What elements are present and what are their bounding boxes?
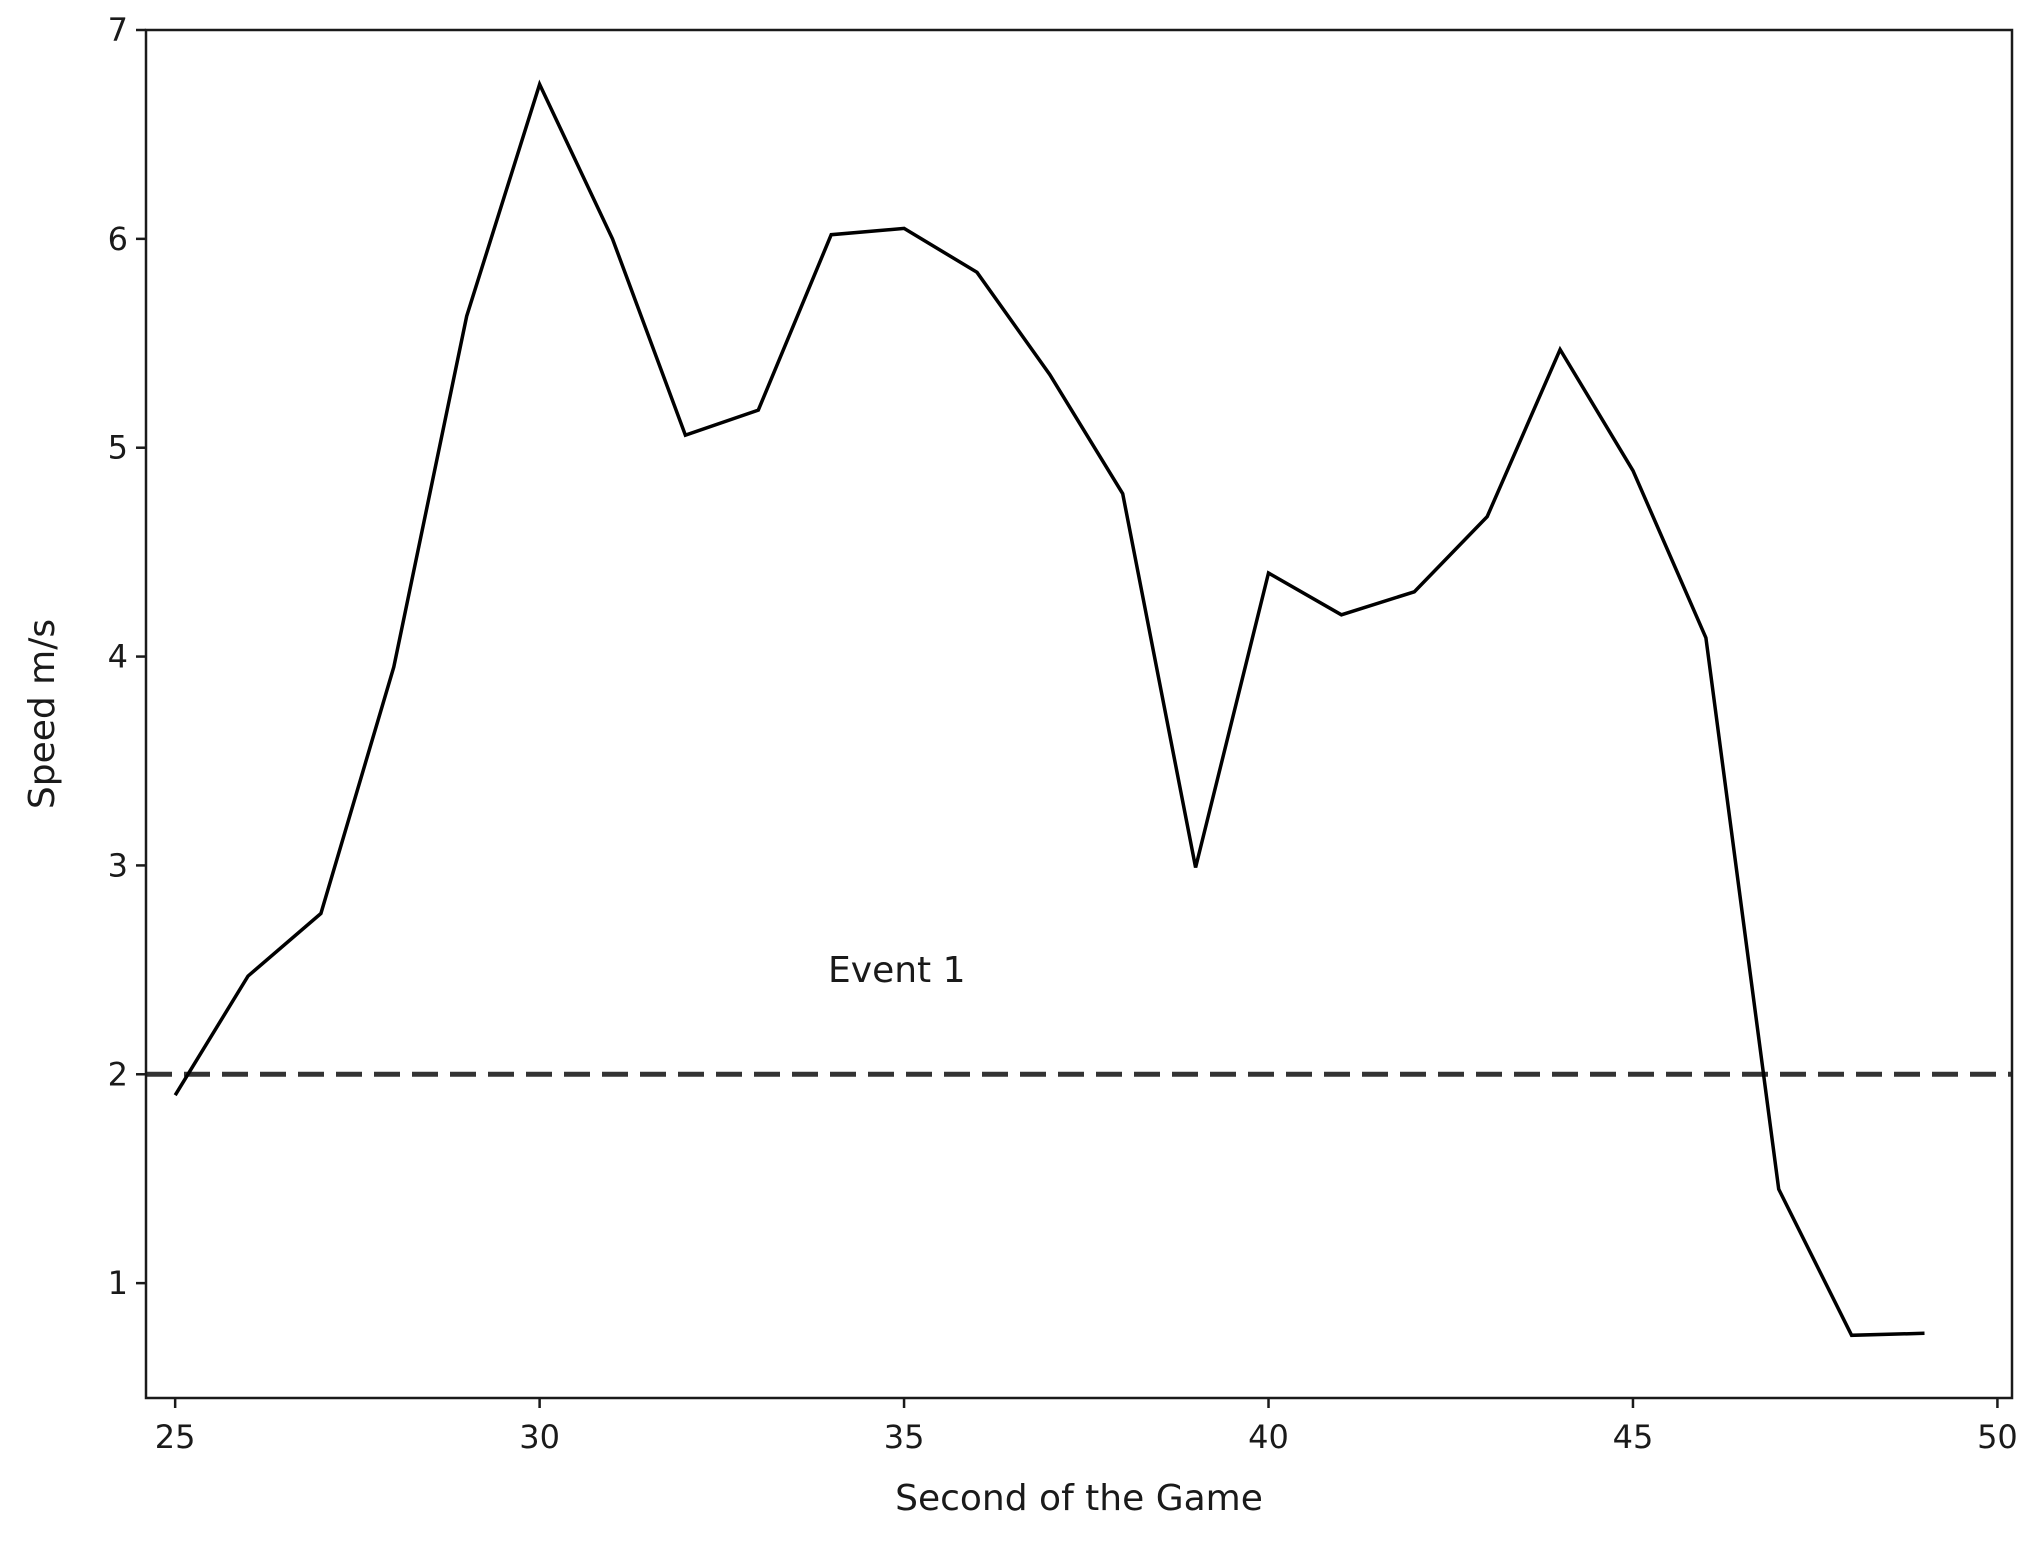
y-tick-label: 7 [108,11,128,49]
x-tick-label: 50 [1977,1418,2018,1456]
x-tick-label: 35 [884,1418,925,1456]
plot-frame [144,28,2014,1400]
x-axis-label: Second of the Game [895,1478,1263,1519]
x-tick-label: 40 [1248,1418,1289,1456]
series-line-speed [173,79,1925,1338]
y-tick-label: 4 [108,638,128,676]
event-annotation: Event 1 [828,950,965,991]
x-axis-ticks: 25 30 35 40 45 50 [155,1398,2018,1456]
y-tick-label: 2 [108,1055,128,1093]
y-tick-label: 5 [108,429,128,467]
y-tick-label: 3 [108,846,128,884]
x-tick-label: 30 [519,1418,560,1456]
y-axis-ticks: 1 2 3 4 5 6 7 [108,11,146,1302]
y-tick-label: 1 [108,1264,128,1302]
x-tick-label: 25 [155,1418,196,1456]
y-tick-label: 6 [108,220,128,258]
y-axis-label: Speed m/s [22,619,63,809]
x-tick-label: 45 [1613,1418,1654,1456]
